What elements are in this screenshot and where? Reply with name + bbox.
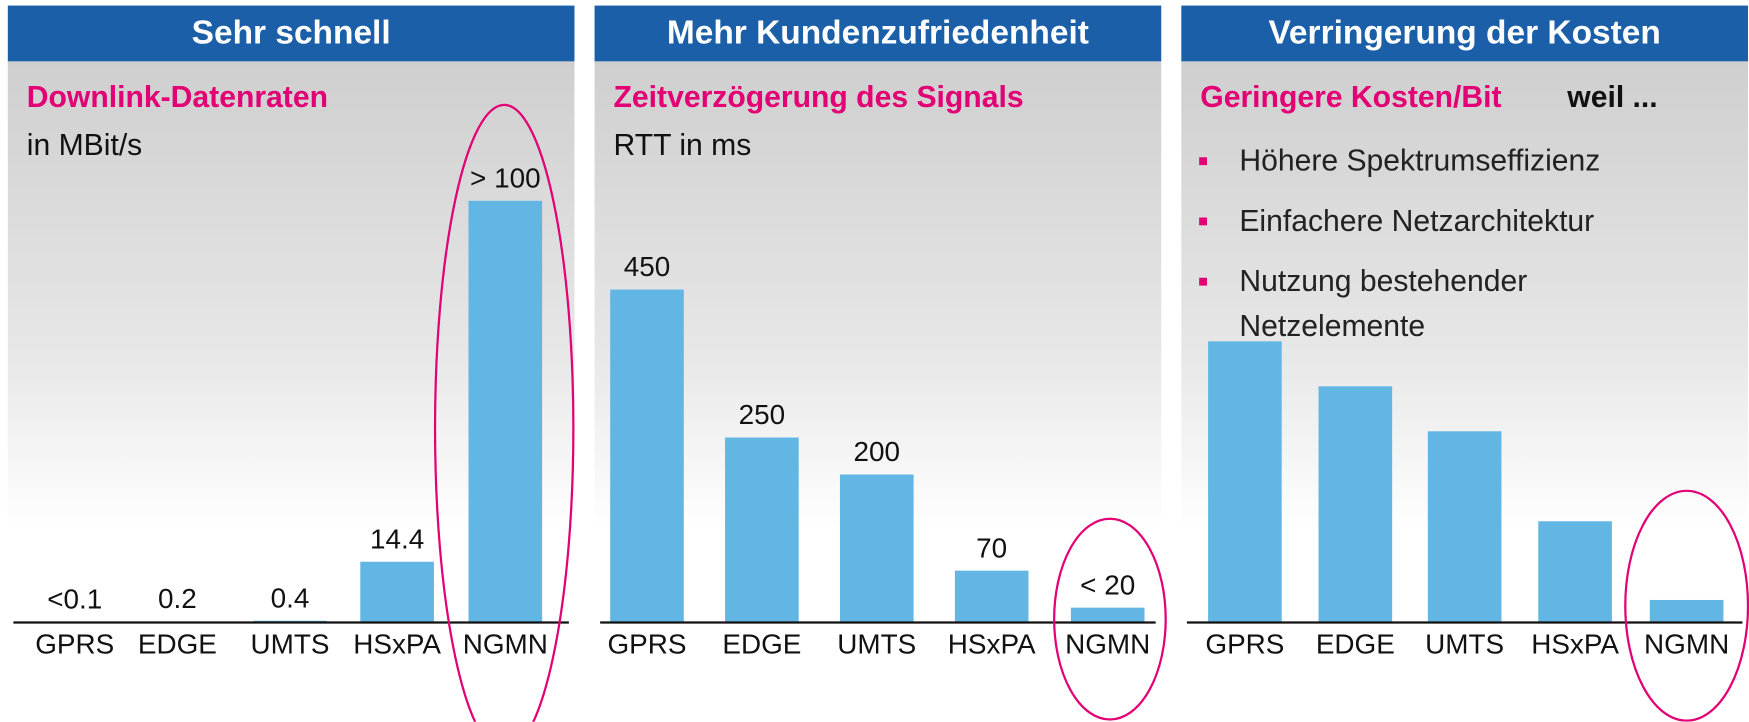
bar bbox=[1319, 386, 1393, 622]
x-tick-label: UMTS bbox=[837, 629, 916, 660]
bar bbox=[1650, 600, 1724, 622]
bar bbox=[610, 290, 684, 623]
x-tick-label: NGMN bbox=[463, 629, 548, 660]
x-tick-label: UMTS bbox=[1425, 629, 1504, 660]
bar bbox=[1428, 431, 1502, 622]
bar bbox=[1538, 521, 1612, 622]
bar bbox=[469, 201, 543, 623]
value-label: 14.4 bbox=[370, 523, 424, 554]
bar bbox=[840, 474, 914, 622]
x-tick-label: GPRS bbox=[1205, 629, 1284, 660]
value-label: <0.1 bbox=[47, 584, 102, 615]
value-label: 250 bbox=[739, 399, 786, 430]
value-label: 70 bbox=[976, 532, 1007, 563]
x-tick-label: HSxPA bbox=[353, 629, 441, 660]
x-tick-label: EDGE bbox=[138, 629, 217, 660]
x-tick-label: UMTS bbox=[251, 629, 330, 660]
x-tick-label: NGMN bbox=[1065, 629, 1150, 660]
value-label: 0.4 bbox=[271, 582, 310, 613]
x-tick-label: EDGE bbox=[1316, 629, 1395, 660]
x-tick-label: EDGE bbox=[722, 629, 801, 660]
bar bbox=[1071, 608, 1145, 623]
x-tick-label: GPRS bbox=[607, 629, 686, 660]
value-label: < 20 bbox=[1080, 569, 1135, 600]
value-label: > 100 bbox=[470, 162, 541, 193]
value-label: 200 bbox=[854, 436, 901, 467]
x-tick-label: GPRS bbox=[35, 629, 114, 660]
x-tick-label: HSxPA bbox=[1531, 629, 1619, 660]
value-label: 450 bbox=[624, 251, 671, 282]
bar bbox=[360, 562, 434, 623]
bar bbox=[1208, 341, 1282, 622]
bar bbox=[955, 571, 1029, 623]
x-tick-label: HSxPA bbox=[948, 629, 1036, 660]
x-tick-label: NGMN bbox=[1644, 629, 1729, 660]
bar bbox=[725, 438, 799, 623]
value-label: 0.2 bbox=[158, 583, 197, 614]
